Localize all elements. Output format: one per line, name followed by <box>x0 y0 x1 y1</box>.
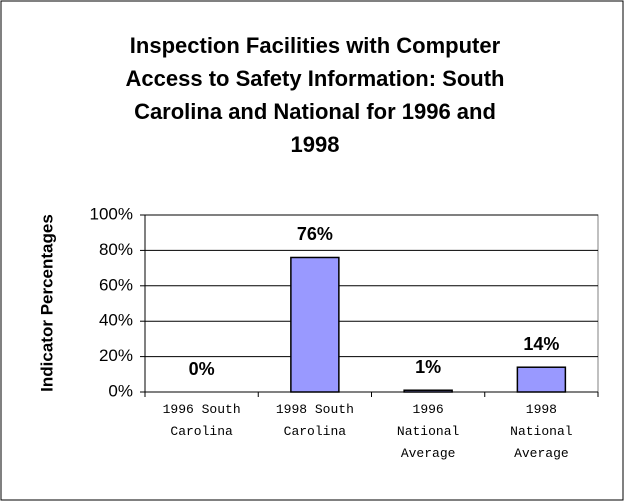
x-tick-label: 1996 National Average <box>396 402 460 461</box>
x-tick-label: 1998 South Carolina <box>275 402 354 439</box>
chart-title: 1998 <box>291 132 340 157</box>
value-label: 76% <box>297 224 333 244</box>
plot-area <box>144 214 599 393</box>
y-tick-label: 0% <box>108 381 133 400</box>
value-label: 1% <box>415 357 441 377</box>
y-tick-label: 100% <box>90 204 133 223</box>
chart-title: Access to Safety Information: South <box>126 66 505 91</box>
y-tick-label: 20% <box>99 346 133 365</box>
x-tick-label: 1998 National Average <box>510 402 573 461</box>
x-tick-label: 1996 South Carolina <box>162 402 241 439</box>
value-label: 14% <box>523 334 559 354</box>
bar <box>290 256 340 393</box>
y-axis-label: Indicator Percentages <box>37 214 56 392</box>
y-tick-label: 40% <box>99 311 133 330</box>
y-tick-label: 80% <box>99 240 133 259</box>
bar <box>516 366 567 393</box>
chart-title: Carolina and National for 1996 and <box>134 99 496 124</box>
value-label: 0% <box>189 359 215 379</box>
chart-title: Inspection Facilities with Computer <box>130 33 501 58</box>
y-tick-label: 60% <box>99 275 133 294</box>
